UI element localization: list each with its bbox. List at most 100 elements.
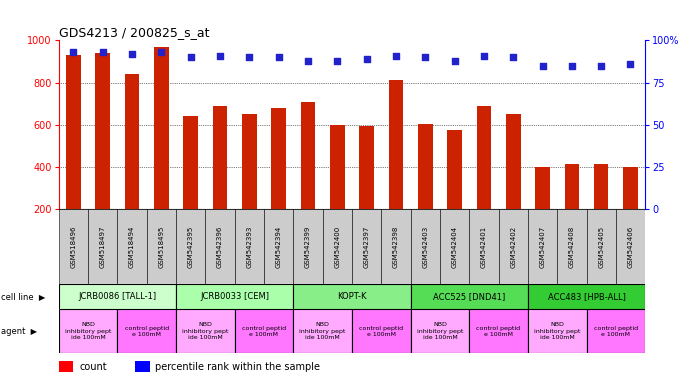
Text: GSM542396: GSM542396 — [217, 225, 223, 268]
Text: GSM542398: GSM542398 — [393, 225, 399, 268]
Bar — [469, 209, 499, 284]
Bar — [499, 209, 528, 284]
Bar — [558, 209, 586, 284]
Text: GSM542404: GSM542404 — [451, 226, 457, 268]
Bar — [594, 164, 609, 252]
Bar — [293, 209, 323, 284]
Text: GDS4213 / 200825_s_at: GDS4213 / 200825_s_at — [59, 26, 209, 39]
Text: control peptid
e 100mM: control peptid e 100mM — [242, 326, 286, 337]
Text: control peptid
e 100mM: control peptid e 100mM — [359, 326, 403, 337]
Text: GSM542403: GSM542403 — [422, 225, 428, 268]
Point — [361, 56, 372, 62]
Text: agent  ▶: agent ▶ — [1, 327, 37, 336]
Bar — [418, 124, 433, 252]
Text: control peptid
e 100mM: control peptid e 100mM — [594, 326, 638, 337]
Bar — [242, 114, 257, 252]
Text: cell line  ▶: cell line ▶ — [1, 292, 45, 301]
Bar — [352, 309, 411, 353]
Text: GSM542407: GSM542407 — [540, 225, 546, 268]
Bar — [147, 209, 176, 284]
Text: NBD
inhibitory pept
ide 100mM: NBD inhibitory pept ide 100mM — [182, 323, 228, 340]
Bar — [59, 309, 117, 353]
Bar — [411, 209, 440, 284]
Bar — [440, 209, 469, 284]
Point — [273, 54, 284, 60]
Text: ACC525 [DND41]: ACC525 [DND41] — [433, 292, 505, 301]
Point — [449, 58, 460, 64]
Text: GSM542399: GSM542399 — [305, 225, 311, 268]
Text: NBD
inhibitory pept
ide 100mM: NBD inhibitory pept ide 100mM — [299, 323, 346, 340]
Bar — [359, 126, 374, 252]
Bar — [586, 209, 616, 284]
Bar — [176, 284, 293, 309]
Bar — [88, 209, 117, 284]
Point — [156, 49, 167, 55]
Bar — [235, 309, 293, 353]
Bar — [293, 309, 352, 353]
Text: GSM542394: GSM542394 — [275, 225, 282, 268]
Point — [595, 63, 607, 69]
Point — [478, 53, 489, 59]
Point — [566, 63, 578, 69]
Text: GSM542401: GSM542401 — [481, 225, 487, 268]
Text: percentile rank within the sample: percentile rank within the sample — [155, 361, 320, 372]
Bar — [477, 106, 491, 252]
Bar — [623, 167, 638, 252]
Point — [185, 54, 196, 60]
Point — [625, 61, 636, 67]
Bar — [352, 209, 381, 284]
Point — [68, 49, 79, 55]
Text: GSM542395: GSM542395 — [188, 225, 194, 268]
Bar — [66, 55, 81, 252]
Bar — [184, 116, 198, 252]
Bar — [59, 209, 88, 284]
Text: NBD
inhibitory pept
ide 100mM: NBD inhibitory pept ide 100mM — [417, 323, 463, 340]
Text: ACC483 [HPB-ALL]: ACC483 [HPB-ALL] — [548, 292, 625, 301]
Bar — [213, 106, 227, 252]
Text: JCRB0033 [CEM]: JCRB0033 [CEM] — [200, 292, 269, 301]
Text: GSM542405: GSM542405 — [598, 226, 604, 268]
Text: NBD
inhibitory pept
ide 100mM: NBD inhibitory pept ide 100mM — [534, 323, 580, 340]
Bar — [411, 309, 469, 353]
Bar — [586, 309, 645, 353]
Point — [244, 54, 255, 60]
Text: GSM518495: GSM518495 — [158, 225, 164, 268]
Text: GSM518496: GSM518496 — [70, 225, 77, 268]
Bar — [125, 74, 139, 252]
Bar — [117, 309, 176, 353]
Point — [97, 49, 108, 55]
Point — [302, 58, 313, 64]
Bar — [323, 209, 352, 284]
Point — [215, 53, 226, 59]
Bar — [528, 209, 558, 284]
Text: GSM542393: GSM542393 — [246, 225, 253, 268]
Text: control peptid
e 100mM: control peptid e 100mM — [477, 326, 520, 337]
Bar — [411, 284, 528, 309]
Text: NBD
inhibitory pept
ide 100mM: NBD inhibitory pept ide 100mM — [65, 323, 111, 340]
Point — [508, 54, 519, 60]
Bar — [301, 101, 315, 252]
Text: KOPT-K: KOPT-K — [337, 292, 366, 301]
Bar — [293, 284, 411, 309]
Text: GSM542397: GSM542397 — [364, 225, 370, 268]
Bar — [135, 361, 150, 372]
Text: count: count — [79, 361, 107, 372]
Point — [126, 51, 137, 57]
Point — [420, 54, 431, 60]
Bar — [95, 53, 110, 252]
Bar — [264, 209, 293, 284]
Bar — [176, 309, 235, 353]
Bar — [528, 284, 645, 309]
Bar — [616, 209, 645, 284]
Point — [537, 63, 548, 69]
Text: GSM518494: GSM518494 — [129, 225, 135, 268]
Bar — [535, 167, 550, 252]
Text: control peptid
e 100mM: control peptid e 100mM — [125, 326, 168, 337]
Text: JCRB0086 [TALL-1]: JCRB0086 [TALL-1] — [78, 292, 157, 301]
Bar — [235, 209, 264, 284]
Text: GSM518497: GSM518497 — [99, 225, 106, 268]
Point — [391, 53, 402, 59]
Bar — [117, 209, 147, 284]
Text: GSM542406: GSM542406 — [627, 225, 633, 268]
Bar — [154, 46, 168, 252]
